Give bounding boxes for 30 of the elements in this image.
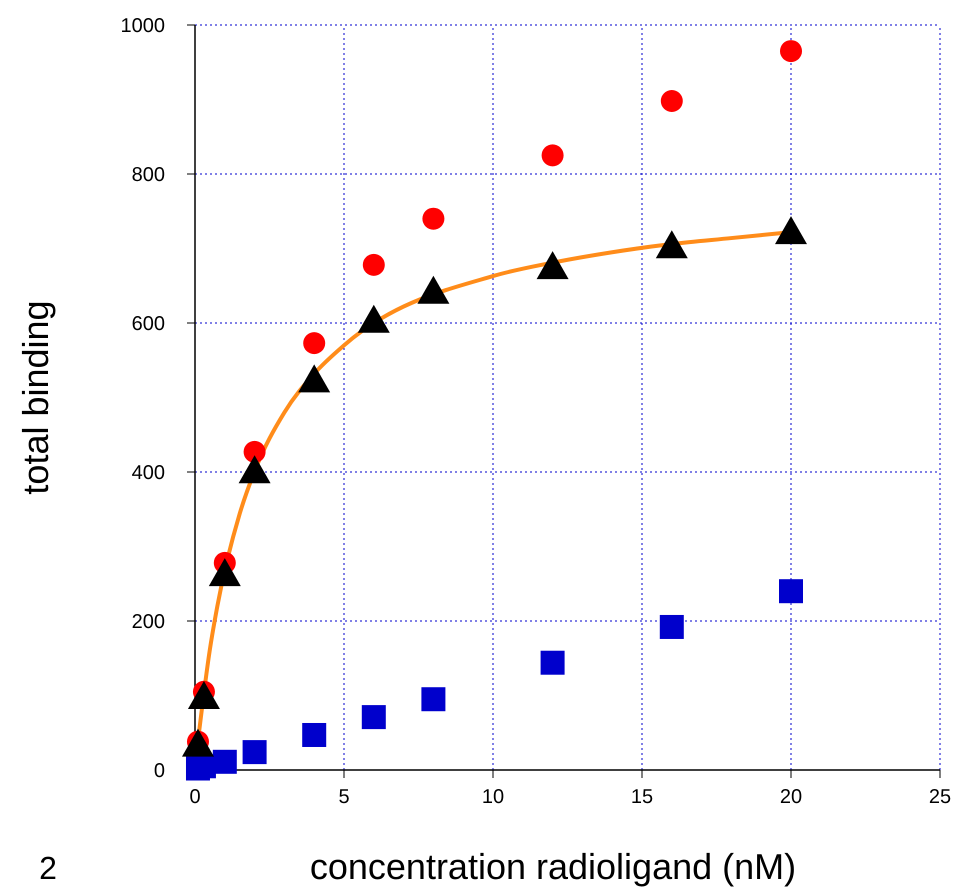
point — [421, 687, 446, 712]
x-tick-label: 0 — [189, 786, 201, 808]
x-tick-label: 25 — [928, 786, 952, 808]
point — [302, 722, 326, 747]
text: 2 — [39, 850, 57, 886]
point — [362, 254, 385, 276]
point — [303, 332, 326, 354]
point — [362, 705, 386, 730]
y-tick-label: 400 — [132, 462, 165, 484]
point — [212, 750, 237, 774]
x-tick-label: 10 — [482, 786, 504, 808]
point — [422, 208, 444, 230]
point — [542, 144, 564, 166]
point — [244, 440, 266, 463]
y-tick-label: 1000 — [120, 15, 165, 37]
x-tick-label: 5 — [338, 786, 350, 808]
y-tick-label: 600 — [132, 313, 165, 335]
point — [242, 740, 267, 764]
point — [540, 650, 565, 675]
x-tick-label: 20 — [780, 786, 802, 808]
x-tick-label: 15 — [630, 786, 654, 808]
point — [780, 40, 802, 62]
point — [660, 614, 684, 639]
point — [779, 579, 803, 604]
y-tick-label: 0 — [154, 760, 165, 782]
x-axis-title: concentration radioligand (nM) — [310, 846, 796, 887]
y-axis-title: total binding — [15, 300, 56, 495]
point — [660, 90, 683, 112]
y-tick-label: 200 — [132, 611, 165, 633]
y-tick-label: 800 — [132, 164, 165, 186]
